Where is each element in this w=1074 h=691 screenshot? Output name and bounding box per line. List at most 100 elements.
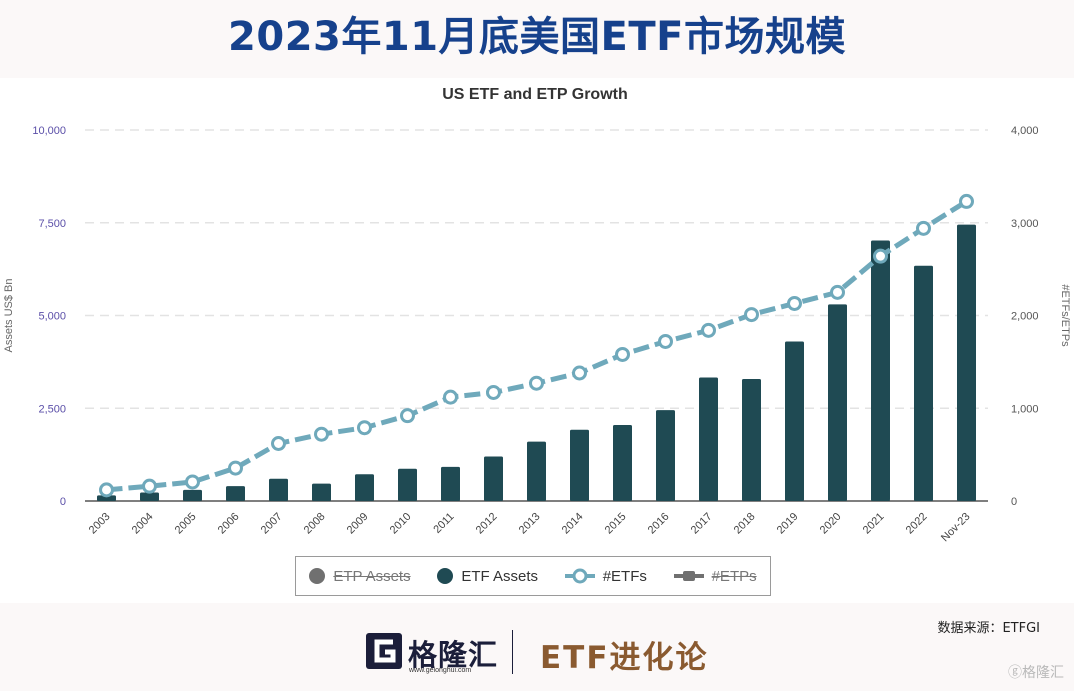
x-tick-label: 2015 [603, 511, 629, 537]
point-etfs-count [916, 220, 931, 236]
brand-url: www.gelonghui.com [409, 667, 472, 674]
point-etfs-count [959, 193, 974, 209]
bar-etf-assets [957, 224, 976, 502]
bar-etf-assets [699, 377, 718, 501]
bar-etf-assets [484, 456, 503, 501]
watermark: ⓖ格隆汇 [1008, 662, 1064, 682]
x-tick-label: 2011 [431, 511, 456, 536]
legend-item-etf-assets[interactable]: ETF Assets [437, 568, 538, 585]
y2-tick-label: 4,000 [1011, 125, 1039, 137]
x-tick-label: 2022 [904, 511, 930, 537]
bar-etf-assets [140, 492, 159, 501]
x-tick-label: 2010 [388, 511, 414, 537]
point-etfs-count [271, 435, 286, 451]
column-name: ETF进化论 [540, 640, 709, 676]
point-etfs-count [228, 460, 243, 476]
bar-etf-assets [828, 304, 847, 501]
bar-etf-assets [312, 483, 331, 501]
point-etfs-count [142, 478, 157, 494]
bar-etf-assets [570, 429, 589, 501]
point-etfs-count [615, 346, 630, 362]
y-tick-label: 7,500 [38, 218, 66, 230]
x-tick-label: Nov-23 [939, 511, 973, 545]
y2-axis-title: #ETFs/ETPs [1059, 284, 1071, 347]
footer-divider [512, 630, 513, 674]
watermark-text: 格隆汇 [1022, 665, 1064, 681]
point-etfs-count [99, 482, 114, 498]
x-tick-label: 2005 [173, 511, 199, 537]
x-tick-label: 2009 [345, 511, 371, 537]
x-tick-label: 2016 [646, 511, 672, 537]
point-etfs-count [400, 408, 415, 424]
x-tick-label: 2017 [689, 511, 715, 537]
bar-etf-assets [183, 489, 202, 501]
x-tick-label: 2006 [216, 511, 242, 537]
title-band [0, 0, 1074, 78]
x-tick-label: 2018 [732, 511, 758, 537]
bar-etf-assets [226, 486, 245, 501]
point-etfs-count [357, 420, 372, 436]
legend-item-etfs-count[interactable]: #ETFs [564, 567, 647, 585]
legend-item-etp-assets[interactable]: ETP Assets [309, 567, 411, 585]
y-tick-label: 5,000 [38, 311, 66, 323]
point-etfs-count [529, 375, 544, 391]
watermark-logo-icon: ⓖ [1008, 665, 1022, 681]
x-tick-label: 2007 [259, 511, 285, 537]
point-etfs-count [701, 322, 716, 338]
y2-tick-label: 3,000 [1011, 218, 1039, 230]
legend-label-etps-count: #ETPs [711, 567, 757, 585]
bar-etf-assets [441, 466, 460, 501]
point-etfs-count [443, 389, 458, 405]
y2-tick-label: 0 [1011, 496, 1017, 508]
x-tick-label: 2012 [474, 511, 500, 537]
bar-etf-assets [269, 478, 288, 501]
bar-etf-assets [785, 341, 804, 501]
point-etfs-count [830, 284, 845, 300]
x-tick-label: 2021 [861, 511, 887, 537]
bar-etf-assets [656, 410, 675, 501]
bar-etf-assets [914, 265, 933, 501]
y-tick-label: 0 [60, 496, 66, 508]
y-tick-label: 10,000 [32, 125, 66, 137]
legend-marker-etps-count [673, 571, 704, 581]
point-etfs-count [314, 426, 329, 442]
point-etfs-count [873, 248, 888, 264]
x-tick-label: 2013 [517, 511, 543, 537]
bar-etf-assets [871, 240, 890, 502]
chart-legend: ETP Assets ETF Assets #ETFs #ETPs [295, 556, 771, 596]
bar-etf-assets [742, 378, 761, 501]
bar-etf-assets [613, 424, 632, 501]
y2-tick-label: 1,000 [1011, 403, 1039, 415]
y-axis-title: Assets US$ Bn [3, 279, 15, 353]
legend-label-etf-assets: ETF Assets [461, 567, 538, 585]
bar-etf-assets [398, 468, 417, 501]
point-etfs-count [185, 474, 200, 490]
brand-name: 格隆汇 [408, 638, 499, 672]
bar-etf-assets [97, 495, 116, 501]
legend-label-etfs-count: #ETFs [602, 567, 647, 585]
x-tick-label: 2020 [818, 511, 844, 537]
x-tick-label: 2014 [560, 511, 586, 537]
y2-tick-label: 2,000 [1011, 311, 1039, 323]
point-etfs-count [787, 295, 802, 311]
bar-etf-assets [527, 441, 546, 501]
bar-etf-assets [355, 474, 374, 501]
point-etfs-count [572, 365, 587, 381]
chart: US ETF and ETP Growth 0 2,500 5,000 7,500 10,… [3, 86, 1071, 545]
chart-title: US ETF and ETP Growth [442, 86, 628, 103]
y-tick-label: 2,500 [38, 403, 66, 415]
legend-label-etp-assets: ETP Assets [333, 567, 411, 585]
gelonghui-logo-icon [366, 633, 402, 669]
legend-marker-etfs-count [564, 568, 595, 584]
x-tick-label: 2008 [302, 511, 328, 537]
x-tick-label: 2004 [130, 511, 156, 537]
x-tick-label: 2003 [87, 511, 113, 537]
x-tick-label: 2019 [775, 511, 801, 537]
source-note: 数据来源：ETFGI [937, 621, 1040, 636]
page-title: 2023年11月底美国ETF市场规模 [228, 14, 846, 60]
legend-marker-etf-assets [437, 568, 454, 584]
footer-band [0, 603, 1074, 691]
legend-item-etps-count[interactable]: #ETPs [673, 567, 757, 585]
legend-marker-etp-assets [309, 568, 326, 584]
point-etfs-count [658, 333, 673, 349]
